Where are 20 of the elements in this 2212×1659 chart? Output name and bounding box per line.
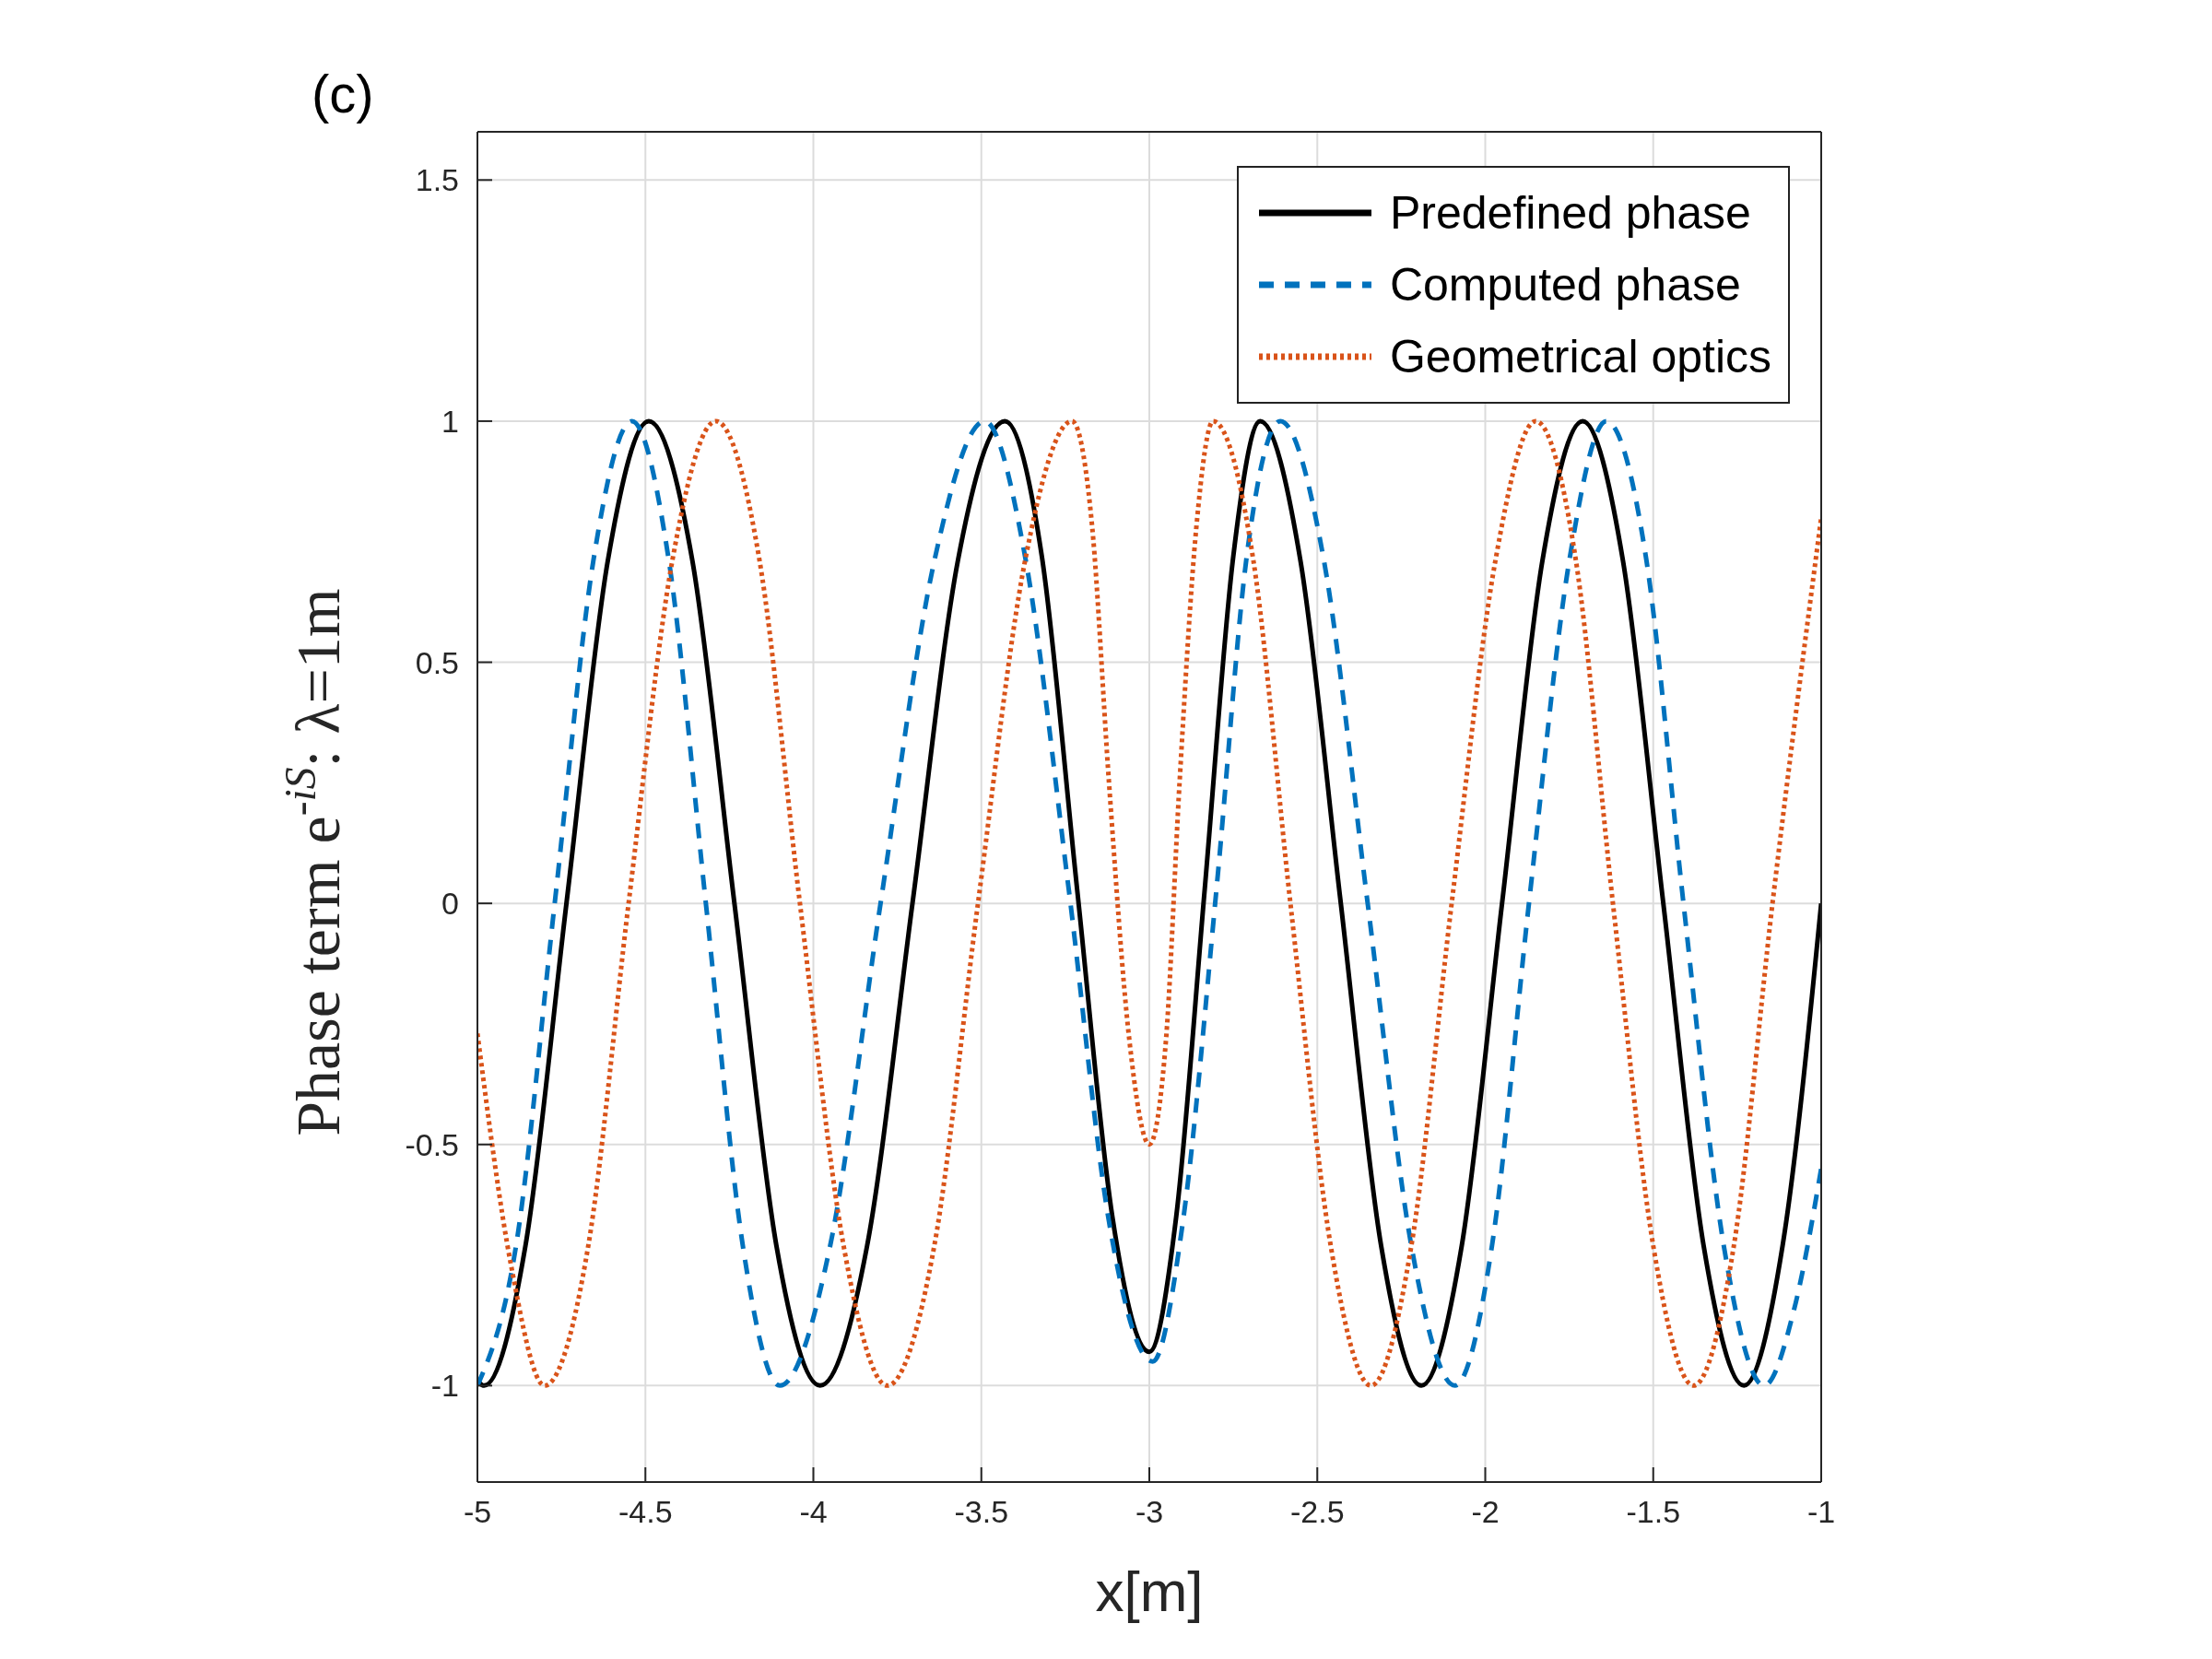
- y-tick-label: 1: [441, 404, 459, 439]
- x-axis-title: x[m]: [1095, 1559, 1204, 1623]
- x-tick-label: -2.5: [1289, 1494, 1345, 1530]
- x-tick-label: -1.5: [1626, 1494, 1681, 1530]
- x-tick-label: -3.5: [954, 1494, 1009, 1530]
- x-tick-label: -4.5: [618, 1494, 673, 1530]
- y-tick-label: 0: [441, 886, 459, 922]
- x-tick-label: -3: [1135, 1494, 1164, 1530]
- y-tick-label: -0.5: [405, 1126, 459, 1162]
- y-tick-label: 0.5: [415, 644, 459, 680]
- chart-title: (c): [312, 63, 374, 124]
- x-tick-label: -5: [463, 1494, 492, 1530]
- legend-label: Computed phase: [1389, 258, 1741, 312]
- x-tick-label: -1: [1806, 1494, 1836, 1530]
- x-tick-label: -4: [799, 1494, 828, 1530]
- y-tick-label: 1.5: [415, 162, 459, 198]
- legend-label: Geometrical optics: [1389, 330, 1771, 383]
- legend-label: Predefined phase: [1389, 186, 1751, 240]
- x-tick-label: -2: [1471, 1494, 1500, 1530]
- y-tick-label: -1: [430, 1368, 459, 1404]
